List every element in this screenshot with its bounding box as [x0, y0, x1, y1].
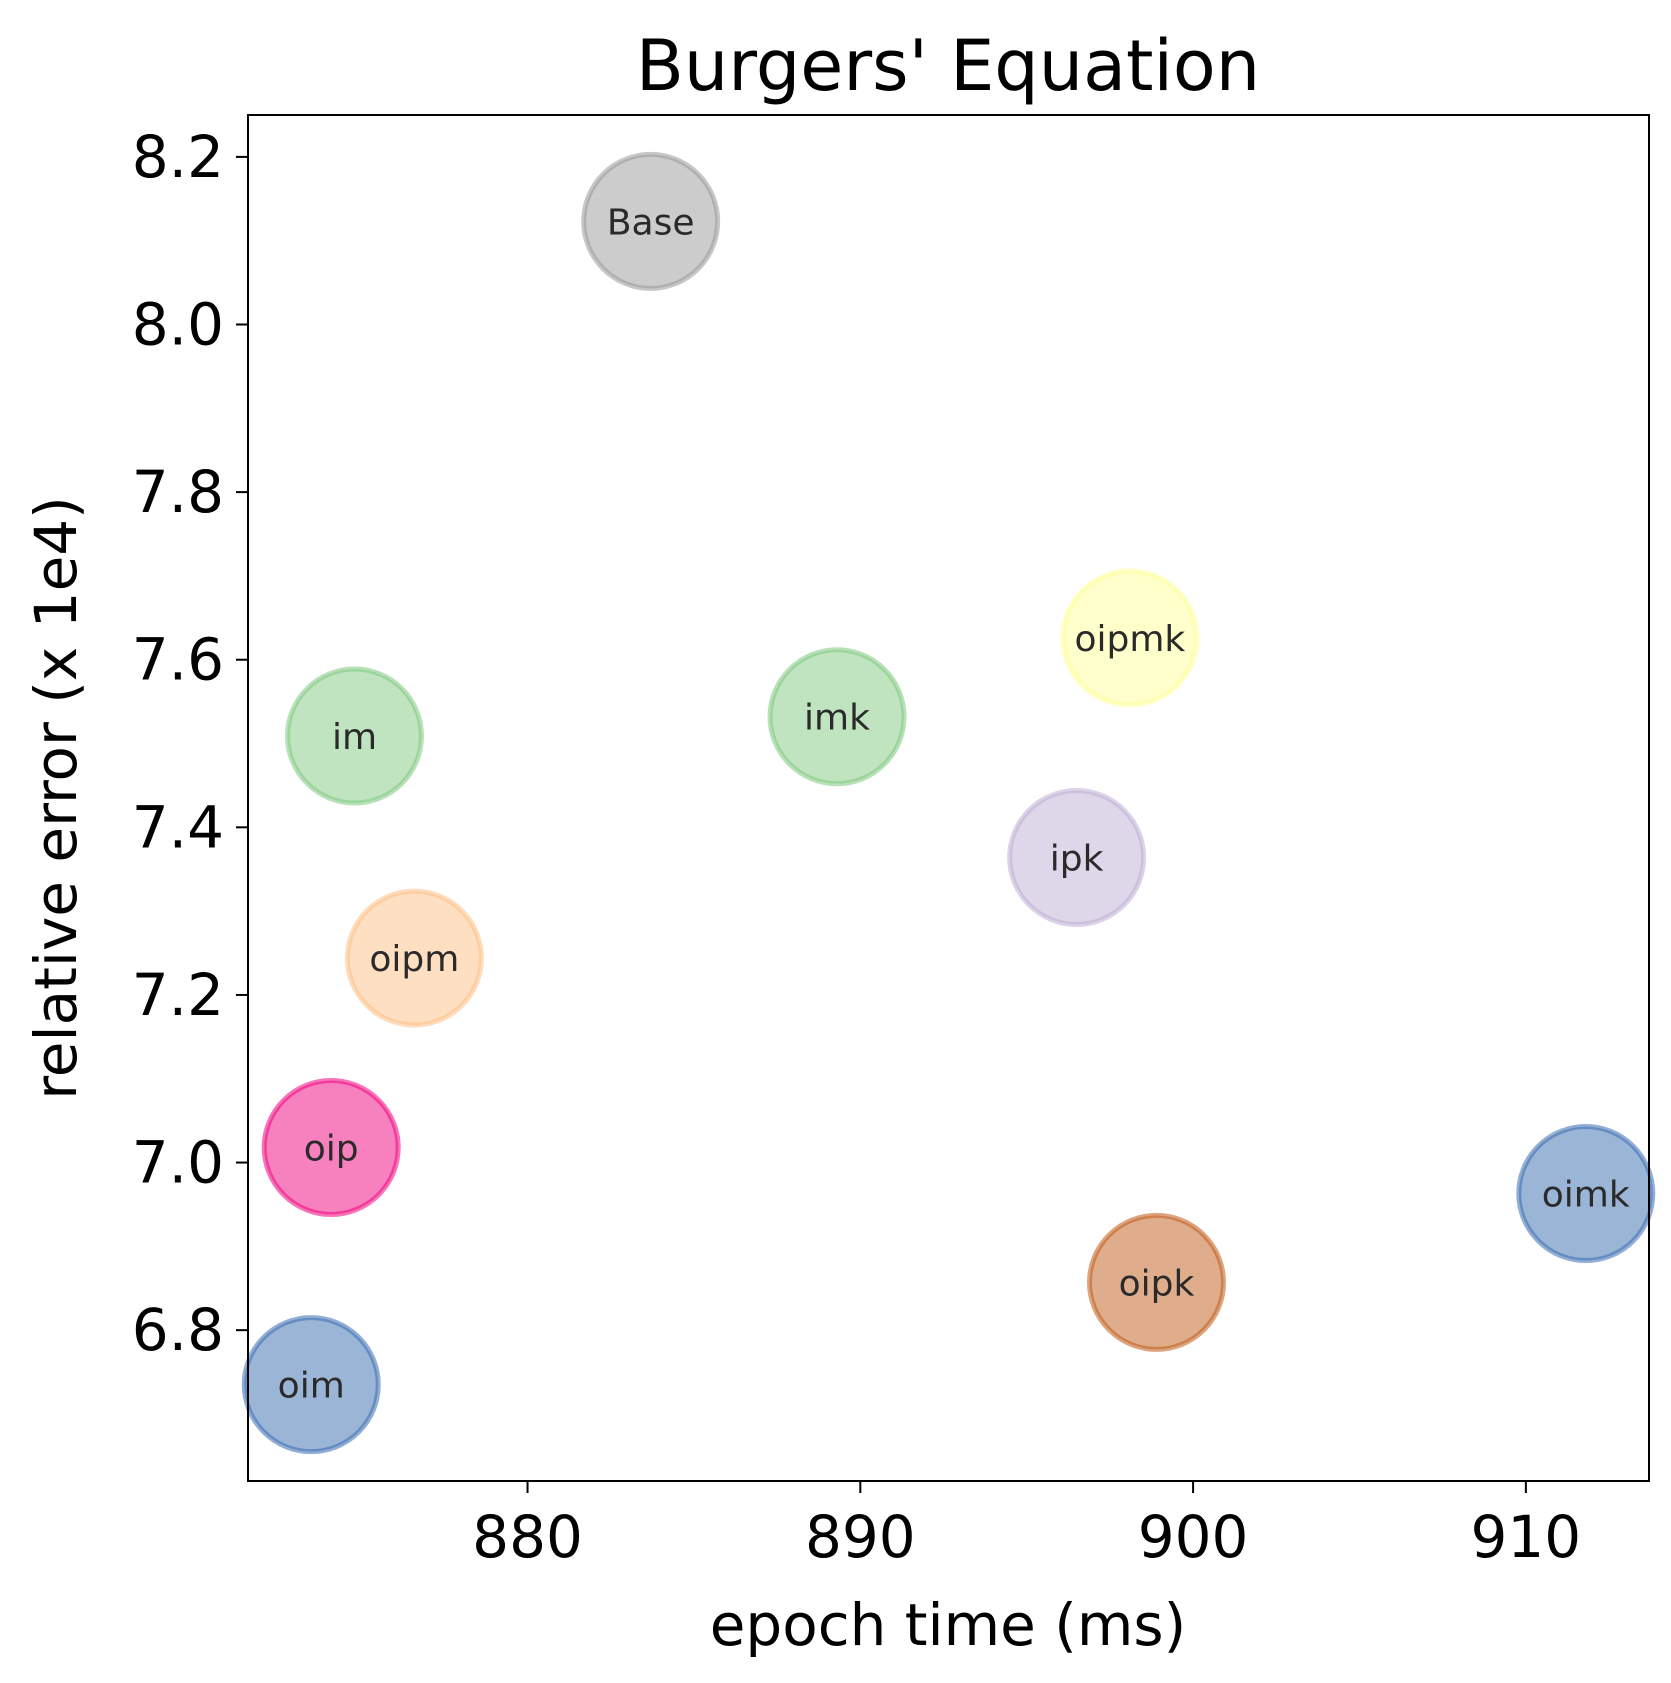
y-tick-label: 7.4: [132, 793, 224, 861]
point-marker: [1516, 1124, 1656, 1264]
point-label: oipk: [1119, 1263, 1195, 1304]
point-ipk: ipk: [1007, 788, 1147, 928]
point-oipmk: oipmk: [1060, 568, 1200, 708]
y-tick-label: 7.6: [132, 626, 224, 694]
y-axis-ticks: 6.8 7.0 7.2 7.4 7.6 7.8 8.0 8.2: [132, 123, 248, 1364]
x-axis-label: epoch time (ms): [710, 1591, 1187, 1659]
x-axis-ticks: 880 890 900 910: [472, 1481, 1581, 1571]
point-oipm: oipm: [344, 888, 484, 1028]
point-marker: [344, 888, 484, 1028]
point-Base: Base: [581, 151, 721, 291]
point-oim: oim: [241, 1315, 381, 1455]
point-label: oipm: [369, 939, 459, 980]
y-tick-label: 8.2: [132, 123, 224, 191]
x-tick-label: 890: [805, 1503, 916, 1571]
x-tick-label: 880: [472, 1503, 583, 1571]
point-oip: oip: [261, 1077, 401, 1217]
point-marker: [261, 1077, 401, 1217]
y-tick-label: 7.8: [132, 458, 224, 526]
y-axis-label: relative error (x 1e4): [22, 496, 90, 1100]
point-label: oim: [278, 1366, 345, 1407]
y-tick-label: 6.8: [132, 1296, 224, 1364]
point-oimk: oimk: [1516, 1124, 1656, 1264]
point-label: oip: [304, 1128, 359, 1169]
x-tick-label: 910: [1471, 1503, 1582, 1571]
point-label: imk: [804, 698, 870, 739]
point-label: ipk: [1050, 839, 1104, 880]
point-label: oimk: [1542, 1175, 1630, 1216]
point-marker: [1086, 1212, 1226, 1352]
y-tick-label: 7.0: [132, 1129, 224, 1197]
x-tick-label: 900: [1138, 1503, 1249, 1571]
point-imk: imk: [767, 647, 907, 787]
point-im: im: [284, 666, 424, 806]
point-marker: [284, 666, 424, 806]
chart-title: Burgers' Equation: [636, 25, 1260, 107]
point-label: Base: [607, 202, 695, 243]
y-tick-label: 8.0: [132, 291, 224, 359]
point-label: oipmk: [1074, 619, 1185, 660]
point-marker: [1060, 568, 1200, 708]
point-oipk: oipk: [1086, 1212, 1226, 1352]
point-marker: [767, 647, 907, 787]
plot-frame: [247, 114, 1650, 1482]
y-tick-label: 7.2: [132, 961, 224, 1029]
point-marker: [1007, 788, 1147, 928]
point-label: im: [332, 717, 377, 758]
points-layer: Base oipmk im imk ipk oipm oip oimk oipk oim: [241, 151, 1656, 1455]
point-marker: [581, 151, 721, 291]
point-marker: [241, 1315, 381, 1455]
